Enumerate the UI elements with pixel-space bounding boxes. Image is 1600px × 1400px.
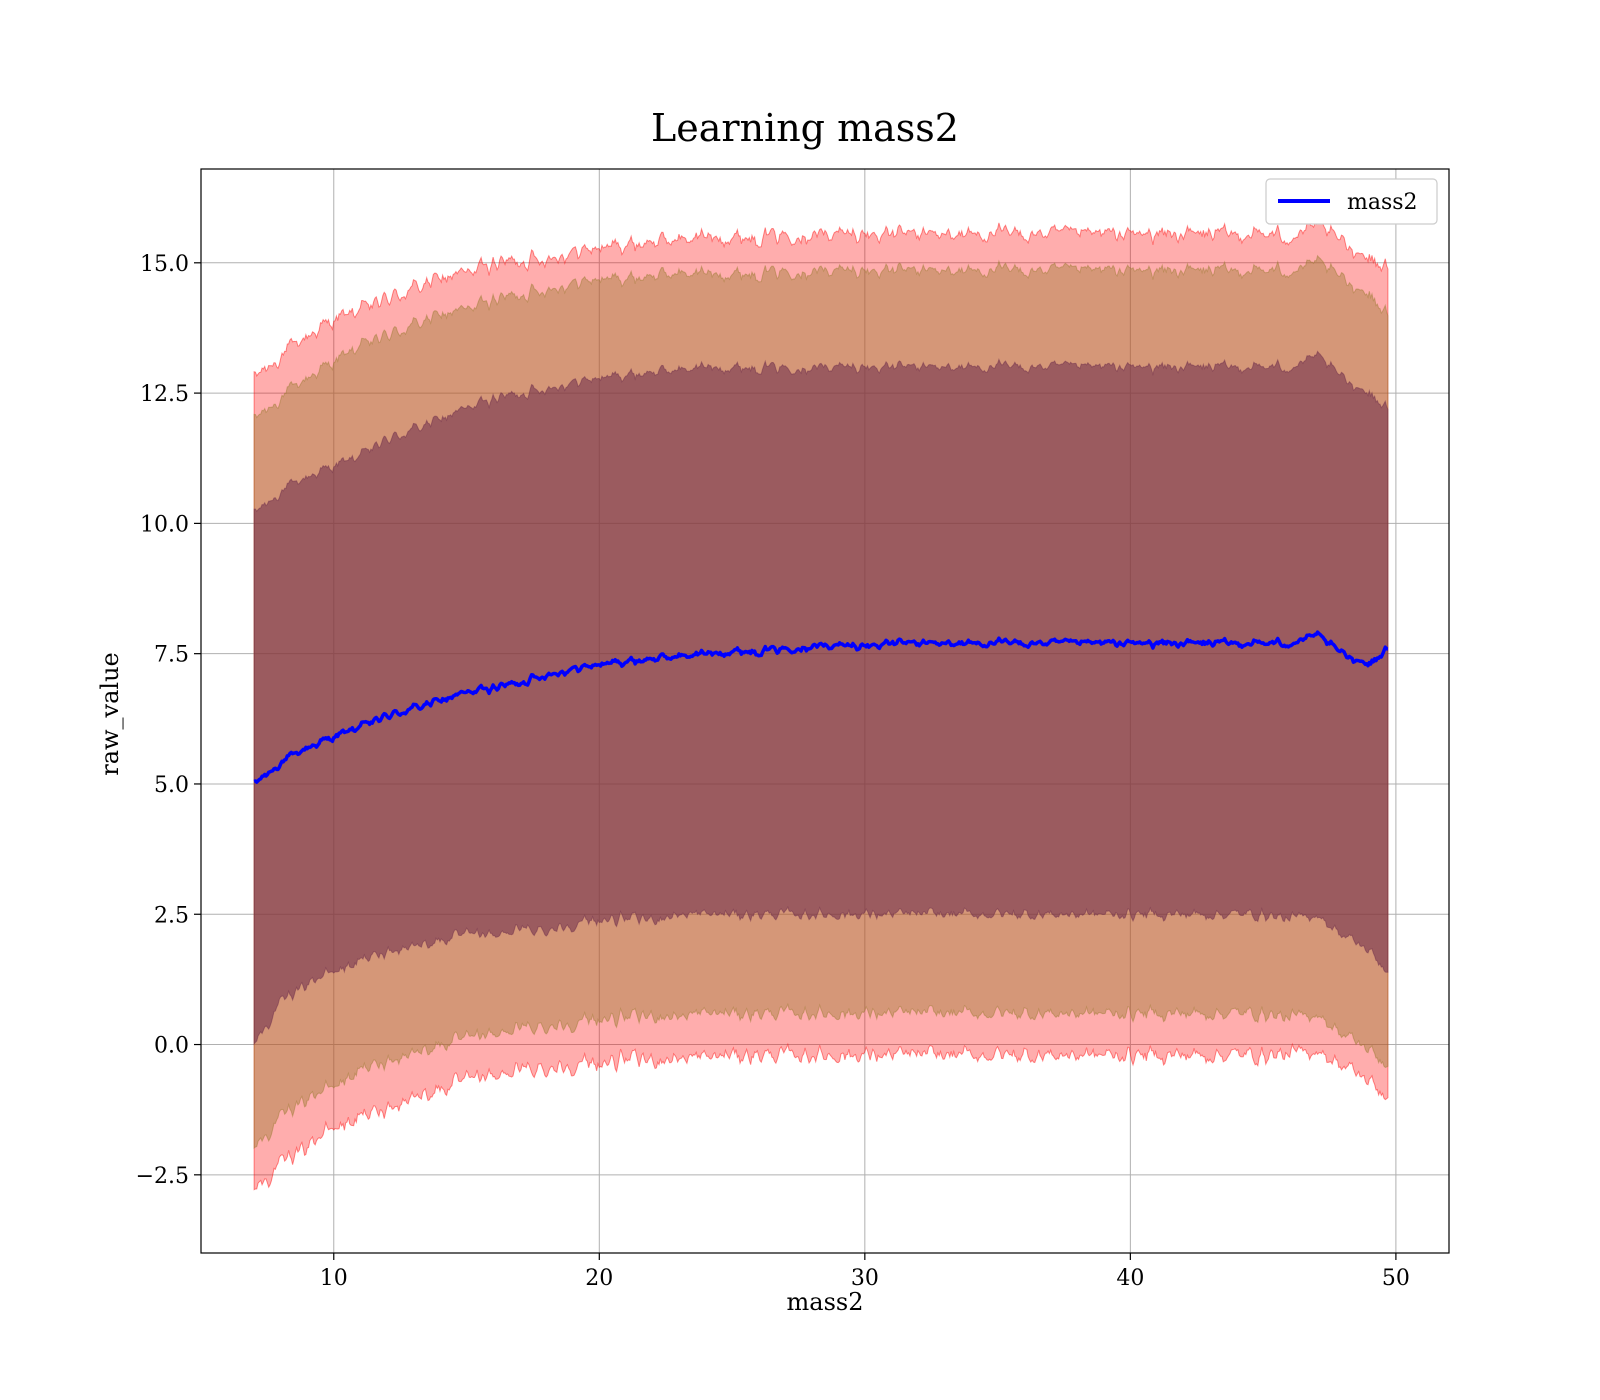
legend-label-mass2: mass2	[1347, 190, 1418, 215]
y-tick-label-6: 12.5	[140, 382, 189, 407]
plot-area: 10 20 30 40 50 −2.5 0.0 2.5 5.0 7.5 10.0 12.5 15.0	[136, 168, 1450, 1291]
y-tick-label-1: 0.0	[154, 1034, 189, 1059]
series-line-mass2	[253, 630, 1389, 784]
y-axis-label: raw_value	[96, 652, 124, 776]
y-tick-label-2: 2.5	[154, 903, 189, 928]
chart-title: Learning mass2	[651, 106, 959, 150]
x-tick-label-3: 40	[1116, 1266, 1144, 1291]
band-1sigma	[253, 350, 1389, 1046]
axes-frame	[200, 168, 1450, 1254]
y-tick-label-4: 7.5	[154, 643, 189, 668]
x-tick-label-2: 30	[851, 1266, 879, 1291]
x-axis-label: mass2	[787, 1288, 864, 1316]
x-tick-label-4: 50	[1382, 1266, 1410, 1291]
y-tick-label-3: 5.0	[154, 773, 189, 798]
y-tick-label-0: −2.5	[136, 1164, 189, 1189]
legend-box	[1265, 178, 1438, 225]
x-tick-label-0: 10	[320, 1266, 348, 1291]
legend: mass2	[1265, 178, 1438, 225]
x-tick-label-1: 20	[585, 1266, 613, 1291]
y-tick-label-5: 10.0	[140, 512, 189, 537]
y-tick-label-7: 15.0	[140, 252, 189, 277]
